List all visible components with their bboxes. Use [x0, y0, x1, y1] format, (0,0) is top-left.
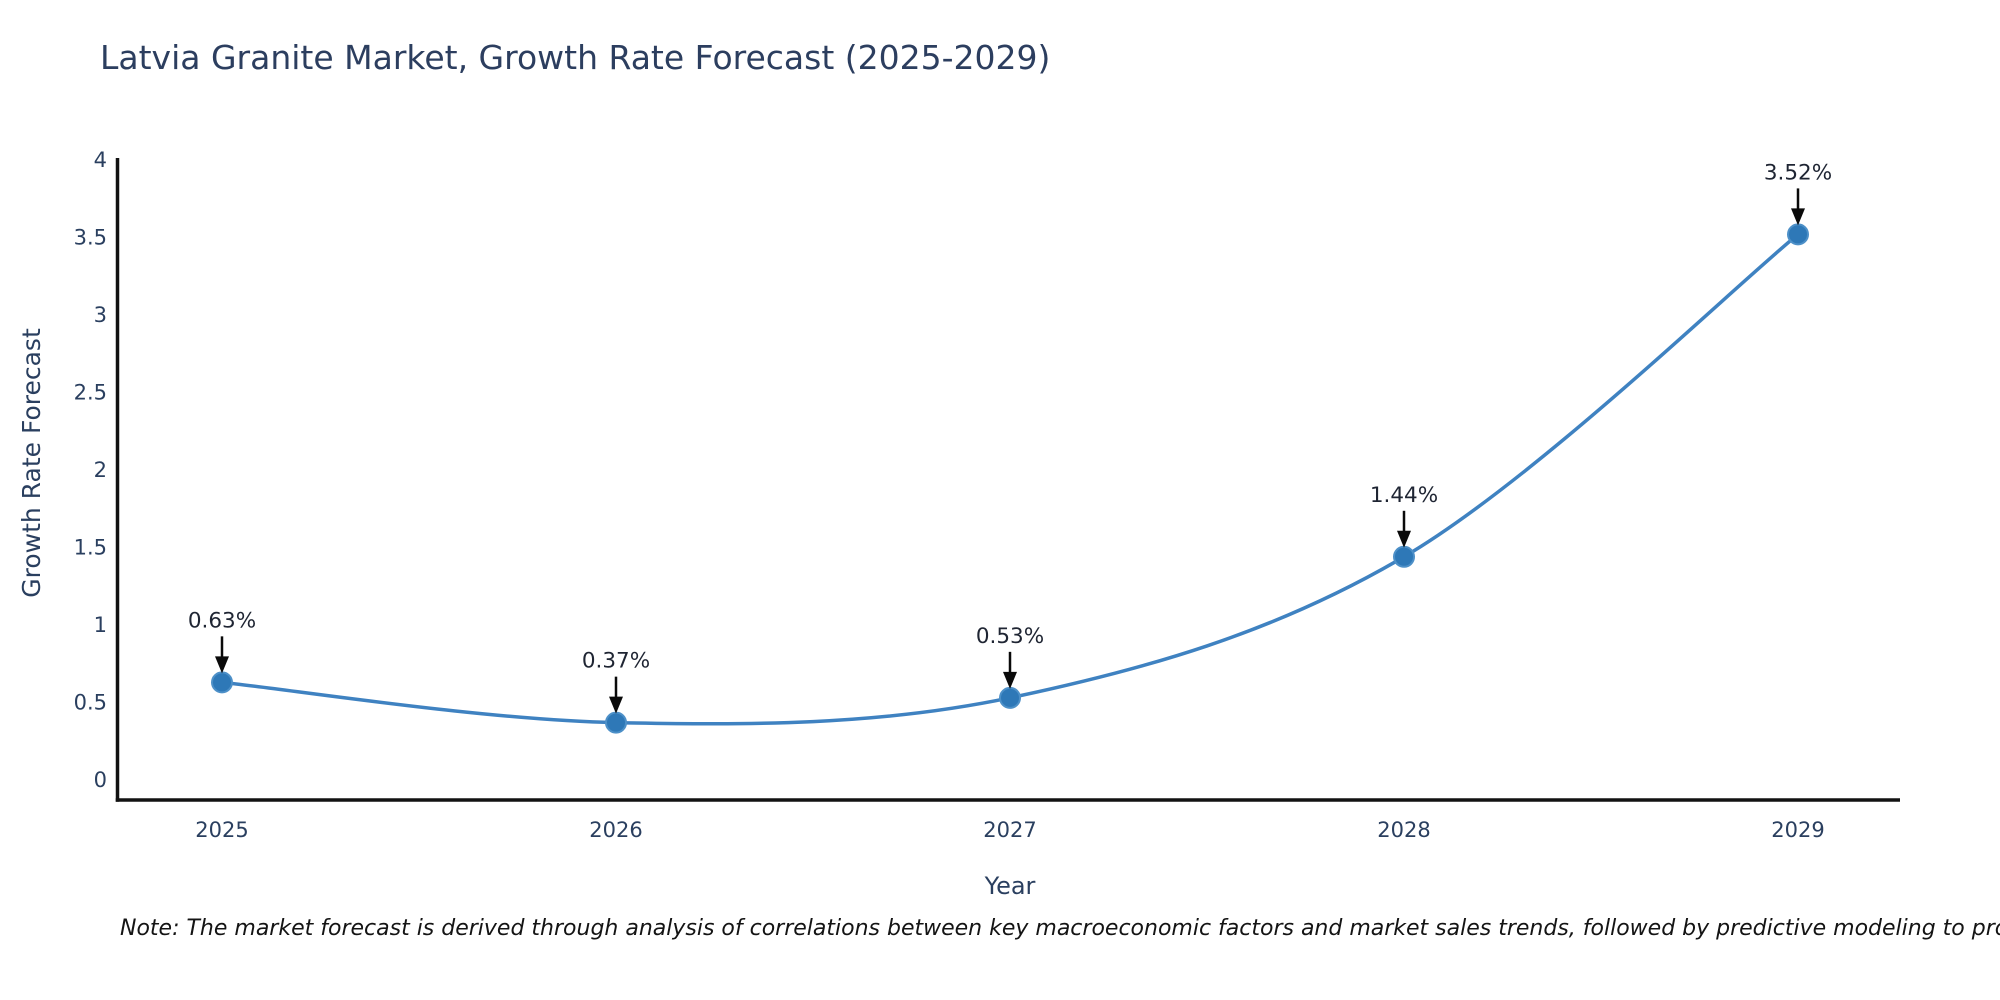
forecast-line [221, 233, 1800, 726]
annotation-arrow-head [1397, 530, 1411, 548]
data-point-label: 3.52% [1764, 160, 1832, 185]
x-tick-label: 2025 [195, 818, 248, 842]
y-tick-label: 1 [94, 613, 107, 637]
annotation-arrow-head [215, 656, 229, 674]
x-tick-label: 2028 [1377, 818, 1430, 842]
annotation-arrow-head [1791, 208, 1805, 226]
annotation-arrow-head [1003, 671, 1017, 689]
y-tick-label: 0.5 [74, 691, 107, 715]
y-tick-label: 3 [94, 303, 107, 327]
data-point-marker [1393, 545, 1415, 568]
data-point-label: 1.44% [1370, 483, 1438, 508]
x-tick-label: 2027 [983, 818, 1036, 842]
y-tick-label: 4 [94, 148, 107, 172]
x-tick-label: 2026 [589, 818, 642, 842]
y-tick-label: 2 [94, 458, 107, 482]
data-point-label: 0.53% [976, 624, 1044, 649]
x-axis-label: Year [984, 872, 1036, 900]
data-point-marker [211, 671, 233, 694]
data-point-marker [999, 686, 1021, 709]
y-tick-label: 3.5 [74, 226, 107, 250]
data-point-marker [605, 711, 627, 734]
y-tick-label: 2.5 [74, 381, 107, 405]
footnote: Note: The market forecast is derived thr… [120, 916, 2000, 941]
x-tick-label: 2029 [1771, 818, 1824, 842]
data-point-label: 0.63% [188, 608, 256, 633]
data-point-label: 0.37% [582, 649, 650, 674]
data-point-marker [1787, 223, 1809, 246]
y-tick-label: 1.5 [74, 536, 107, 560]
y-tick-label: 0 [94, 768, 107, 792]
annotation-arrow-head [609, 696, 623, 714]
chart-title: Latvia Granite Market, Growth Rate Forec… [100, 38, 1051, 77]
